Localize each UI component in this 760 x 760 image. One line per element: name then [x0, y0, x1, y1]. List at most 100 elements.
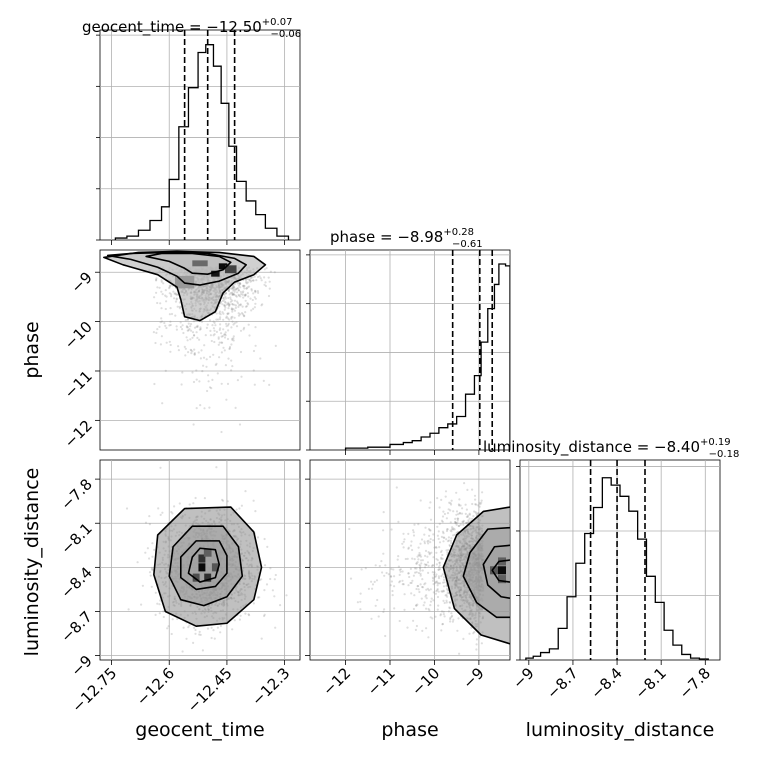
sample-point: [161, 511, 164, 514]
contour-line: [145, 252, 232, 275]
sample-point: [198, 380, 201, 383]
sample-point: [213, 321, 216, 324]
sample-point: [234, 288, 237, 291]
sample-point: [235, 508, 238, 511]
sample-point: [187, 322, 190, 325]
sample-point: [371, 583, 375, 586]
sample-point: [437, 590, 440, 593]
sample-point: [473, 630, 476, 634]
sample-point: [181, 324, 184, 327]
sample-point: [389, 584, 392, 587]
sample-point: [475, 648, 478, 651]
sample-point: [229, 296, 232, 299]
sample-point: [420, 597, 423, 600]
sample-point: [173, 292, 176, 295]
sample-point: [453, 528, 456, 531]
sample-point: [384, 564, 387, 567]
x-tick-label: −12.45: [184, 664, 236, 716]
panel-luminosity-distance-hist: −9 −8.7 −8.4 −8.1 −7.8 luminosity_distance =…: [483, 437, 739, 703]
sample-point: [441, 553, 444, 557]
sample-point: [198, 338, 201, 341]
sample-point: [385, 571, 388, 575]
sample-point: [429, 600, 433, 603]
sample-point: [196, 336, 199, 339]
sample-point: [412, 534, 416, 537]
sample-point: [478, 635, 481, 638]
sample-point: [169, 350, 172, 353]
sample-point: [429, 588, 432, 591]
sample-point: [256, 275, 260, 279]
sample-point: [231, 292, 234, 295]
sample-point: [455, 510, 459, 513]
sample-point: [423, 563, 426, 566]
sample-point: [167, 625, 170, 628]
sample-point: [481, 491, 484, 494]
sample-point: [216, 626, 219, 629]
sample-point: [125, 507, 129, 510]
sample-point: [237, 314, 241, 317]
sample-point: [409, 544, 413, 547]
sample-point: [440, 535, 443, 539]
sample-point: [228, 347, 231, 350]
contour-line: [462, 526, 510, 619]
sample-point: [166, 627, 169, 630]
sample-point: [156, 301, 159, 305]
sample-point: [250, 279, 253, 282]
sample-point: [421, 559, 424, 562]
sample-point: [221, 299, 224, 303]
sample-point: [171, 618, 174, 621]
sample-point: [439, 551, 443, 554]
sample-point: [422, 604, 425, 607]
sample-point: [395, 486, 398, 489]
sample-point: [441, 515, 445, 518]
sample-point: [427, 528, 431, 531]
sample-point: [448, 544, 452, 548]
sample-point: [403, 608, 406, 611]
sample-point: [450, 537, 453, 540]
sample-point: [438, 541, 442, 544]
sample-point: [239, 350, 243, 354]
sample-point: [230, 287, 233, 290]
sample-point: [239, 614, 242, 617]
sample-point: [263, 589, 266, 592]
sample-point: [268, 383, 271, 386]
sample-point: [228, 304, 231, 308]
sample-point: [404, 557, 407, 561]
sample-point: [436, 608, 439, 611]
sample-point: [191, 336, 194, 339]
sample-point: [233, 322, 236, 325]
sample-point: [457, 617, 460, 620]
sample-point: [373, 580, 376, 584]
sample-point: [159, 343, 162, 346]
sample-point: [384, 634, 387, 638]
sample-point: [220, 351, 223, 354]
sample-point: [407, 572, 410, 575]
sample-point: [392, 568, 395, 571]
sample-point: [254, 344, 257, 347]
sample-point: [446, 528, 449, 531]
sample-point: [419, 566, 422, 569]
sample-point: [155, 279, 158, 282]
sample-point: [450, 541, 453, 545]
sample-point: [205, 365, 208, 368]
sample-point: [415, 604, 418, 607]
sample-point: [414, 628, 417, 632]
sample-point: [225, 303, 228, 306]
sample-point: [222, 312, 225, 315]
sample-point: [209, 319, 212, 322]
panel-title: luminosity_distance = −8.40+0.19 −0.18: [483, 437, 739, 460]
sample-point: [204, 334, 207, 337]
sample-point: [398, 573, 401, 577]
sample-point: [191, 331, 195, 334]
sample-point: [243, 326, 246, 329]
sample-point: [169, 323, 172, 327]
sample-point: [426, 540, 429, 543]
sample-point: [178, 301, 181, 304]
panel-geocent-time-vs-luminosity-distance: −12.75 −12.6 −12.45 −12.3−7.8−8.1−8.4−8.7−9…: [21, 459, 301, 741]
sample-point: [431, 576, 434, 579]
panel-title: phase = −8.98+0.28 −0.61: [330, 227, 483, 250]
density-cells: [153, 507, 262, 627]
sample-point: [164, 289, 167, 292]
sample-point: [254, 290, 257, 293]
sample-point: [186, 326, 189, 329]
